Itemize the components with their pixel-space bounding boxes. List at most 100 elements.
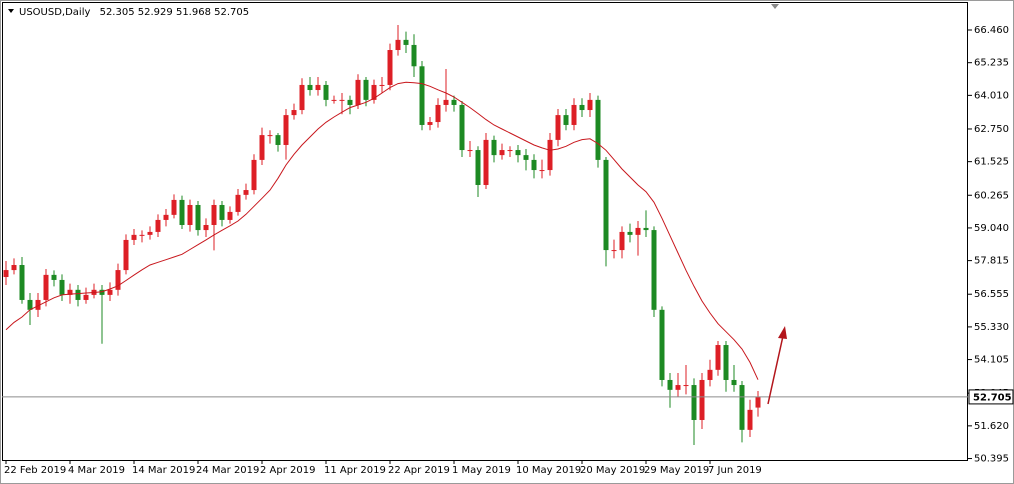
candle-body	[395, 39, 401, 51]
x-tick-label: 14 Mar 2019	[132, 465, 195, 476]
candle-body	[107, 289, 113, 295]
candle-body	[275, 135, 281, 145]
candle-body	[483, 139, 489, 185]
x-tick-label: 11 Apr 2019	[324, 465, 386, 476]
candle-body	[547, 139, 553, 171]
x-tick-label: 24 Mar 2019	[196, 465, 259, 476]
candle-body	[387, 50, 393, 85]
candle-body	[619, 231, 625, 251]
candle-body	[379, 84, 385, 86]
close: 52.705	[214, 7, 249, 18]
candle-body	[139, 234, 145, 236]
candle-body	[651, 230, 657, 310]
candle-body	[515, 150, 521, 156]
moving-average	[5, 81, 759, 380]
candle-body	[339, 99, 345, 101]
arrow-shaft	[767, 335, 784, 405]
candle-body	[19, 265, 25, 300]
candle-body	[555, 115, 561, 140]
symbol: USOUSD,Daily	[19, 7, 90, 18]
candle-body	[739, 385, 745, 430]
candle-body	[283, 115, 289, 145]
candle-body	[291, 110, 297, 116]
candle-body	[499, 150, 505, 156]
candle-body	[163, 214, 169, 220]
candle-body	[347, 99, 353, 105]
candle-body	[723, 345, 729, 380]
candle-body	[683, 385, 689, 387]
candle-body	[11, 265, 17, 271]
y-tick-label: 61.525	[974, 157, 1009, 168]
low: 51.968	[176, 7, 211, 18]
candle-body	[667, 379, 673, 390]
y-tick-label: 64.010	[974, 90, 1009, 101]
y-tick-label: 54.105	[974, 355, 1009, 366]
candle-body	[259, 135, 265, 160]
candle-body	[67, 289, 73, 295]
candle-body	[595, 99, 601, 160]
candle-body	[627, 231, 633, 235]
candle-body	[307, 84, 313, 91]
candle-body	[147, 231, 153, 235]
candle-body	[131, 234, 137, 240]
y-tick-label: 50.395	[974, 454, 1009, 465]
x-tick-label: 2 Apr 2019	[260, 465, 315, 476]
candle-body	[643, 227, 649, 231]
header-arrow	[8, 9, 14, 13]
y-tick-label: 59.040	[974, 223, 1009, 234]
candle-body	[371, 84, 377, 100]
x-tick-label: 1 May 2019	[452, 465, 511, 476]
price-box	[968, 389, 1014, 405]
candle-body	[579, 104, 585, 111]
candle-body	[315, 84, 321, 91]
x-tick-label: 20 May 2019	[580, 465, 645, 476]
shift-marker	[771, 4, 779, 9]
candle-body	[523, 155, 529, 160]
candle-body	[451, 99, 457, 105]
candle-body	[731, 379, 737, 386]
candle-body	[467, 150, 473, 152]
candle-body	[179, 199, 185, 225]
candle-body	[459, 104, 465, 151]
candle-body	[227, 211, 233, 220]
candle-body	[635, 227, 641, 235]
candle-body	[251, 159, 257, 191]
x-tick-label: 7 Jun 2019	[708, 465, 762, 476]
candle-body	[491, 139, 497, 156]
candle-body	[155, 219, 161, 232]
candle-body	[75, 289, 81, 300]
candle-body	[707, 369, 713, 380]
candle-body	[3, 270, 9, 278]
candle-body	[27, 299, 33, 310]
candle-body	[99, 289, 105, 295]
candle-body	[83, 294, 89, 300]
x-tick-label: 22 Feb 2019	[4, 465, 66, 476]
y-tick-label: 65.235	[974, 58, 1009, 69]
candle-body	[299, 84, 305, 111]
candle-body	[323, 84, 329, 100]
candle-body	[603, 159, 609, 251]
candle-body	[675, 385, 681, 390]
candle-body	[419, 66, 425, 125]
candle-body	[475, 150, 481, 185]
plot-frame	[2, 2, 968, 461]
x-tick-label: 29 May 2019	[644, 465, 709, 476]
candle-body	[195, 204, 201, 231]
plot: 66.460 65.235 64.010 62.750 61.525 60.265 59.0…	[2, 24, 1014, 476]
open: 52.305	[100, 7, 135, 18]
candle-body	[435, 104, 441, 123]
candle-body	[219, 204, 225, 220]
price-label: 52.705	[973, 392, 1012, 403]
y-tick-label: 62.750	[974, 124, 1009, 135]
candle-body	[267, 135, 273, 137]
candle-body	[531, 159, 537, 171]
y-tick-label: 55.330	[974, 322, 1009, 333]
candle-body	[355, 79, 361, 105]
candle-body	[115, 270, 121, 290]
arrow-head	[778, 326, 787, 339]
candle-body	[59, 279, 65, 295]
y-tick-label: 60.265	[974, 190, 1009, 201]
candle-body	[659, 309, 665, 380]
candle-body	[443, 99, 449, 105]
header: USOUSD,Daily 52.305 52.929 51.968 52.705	[19, 7, 249, 18]
